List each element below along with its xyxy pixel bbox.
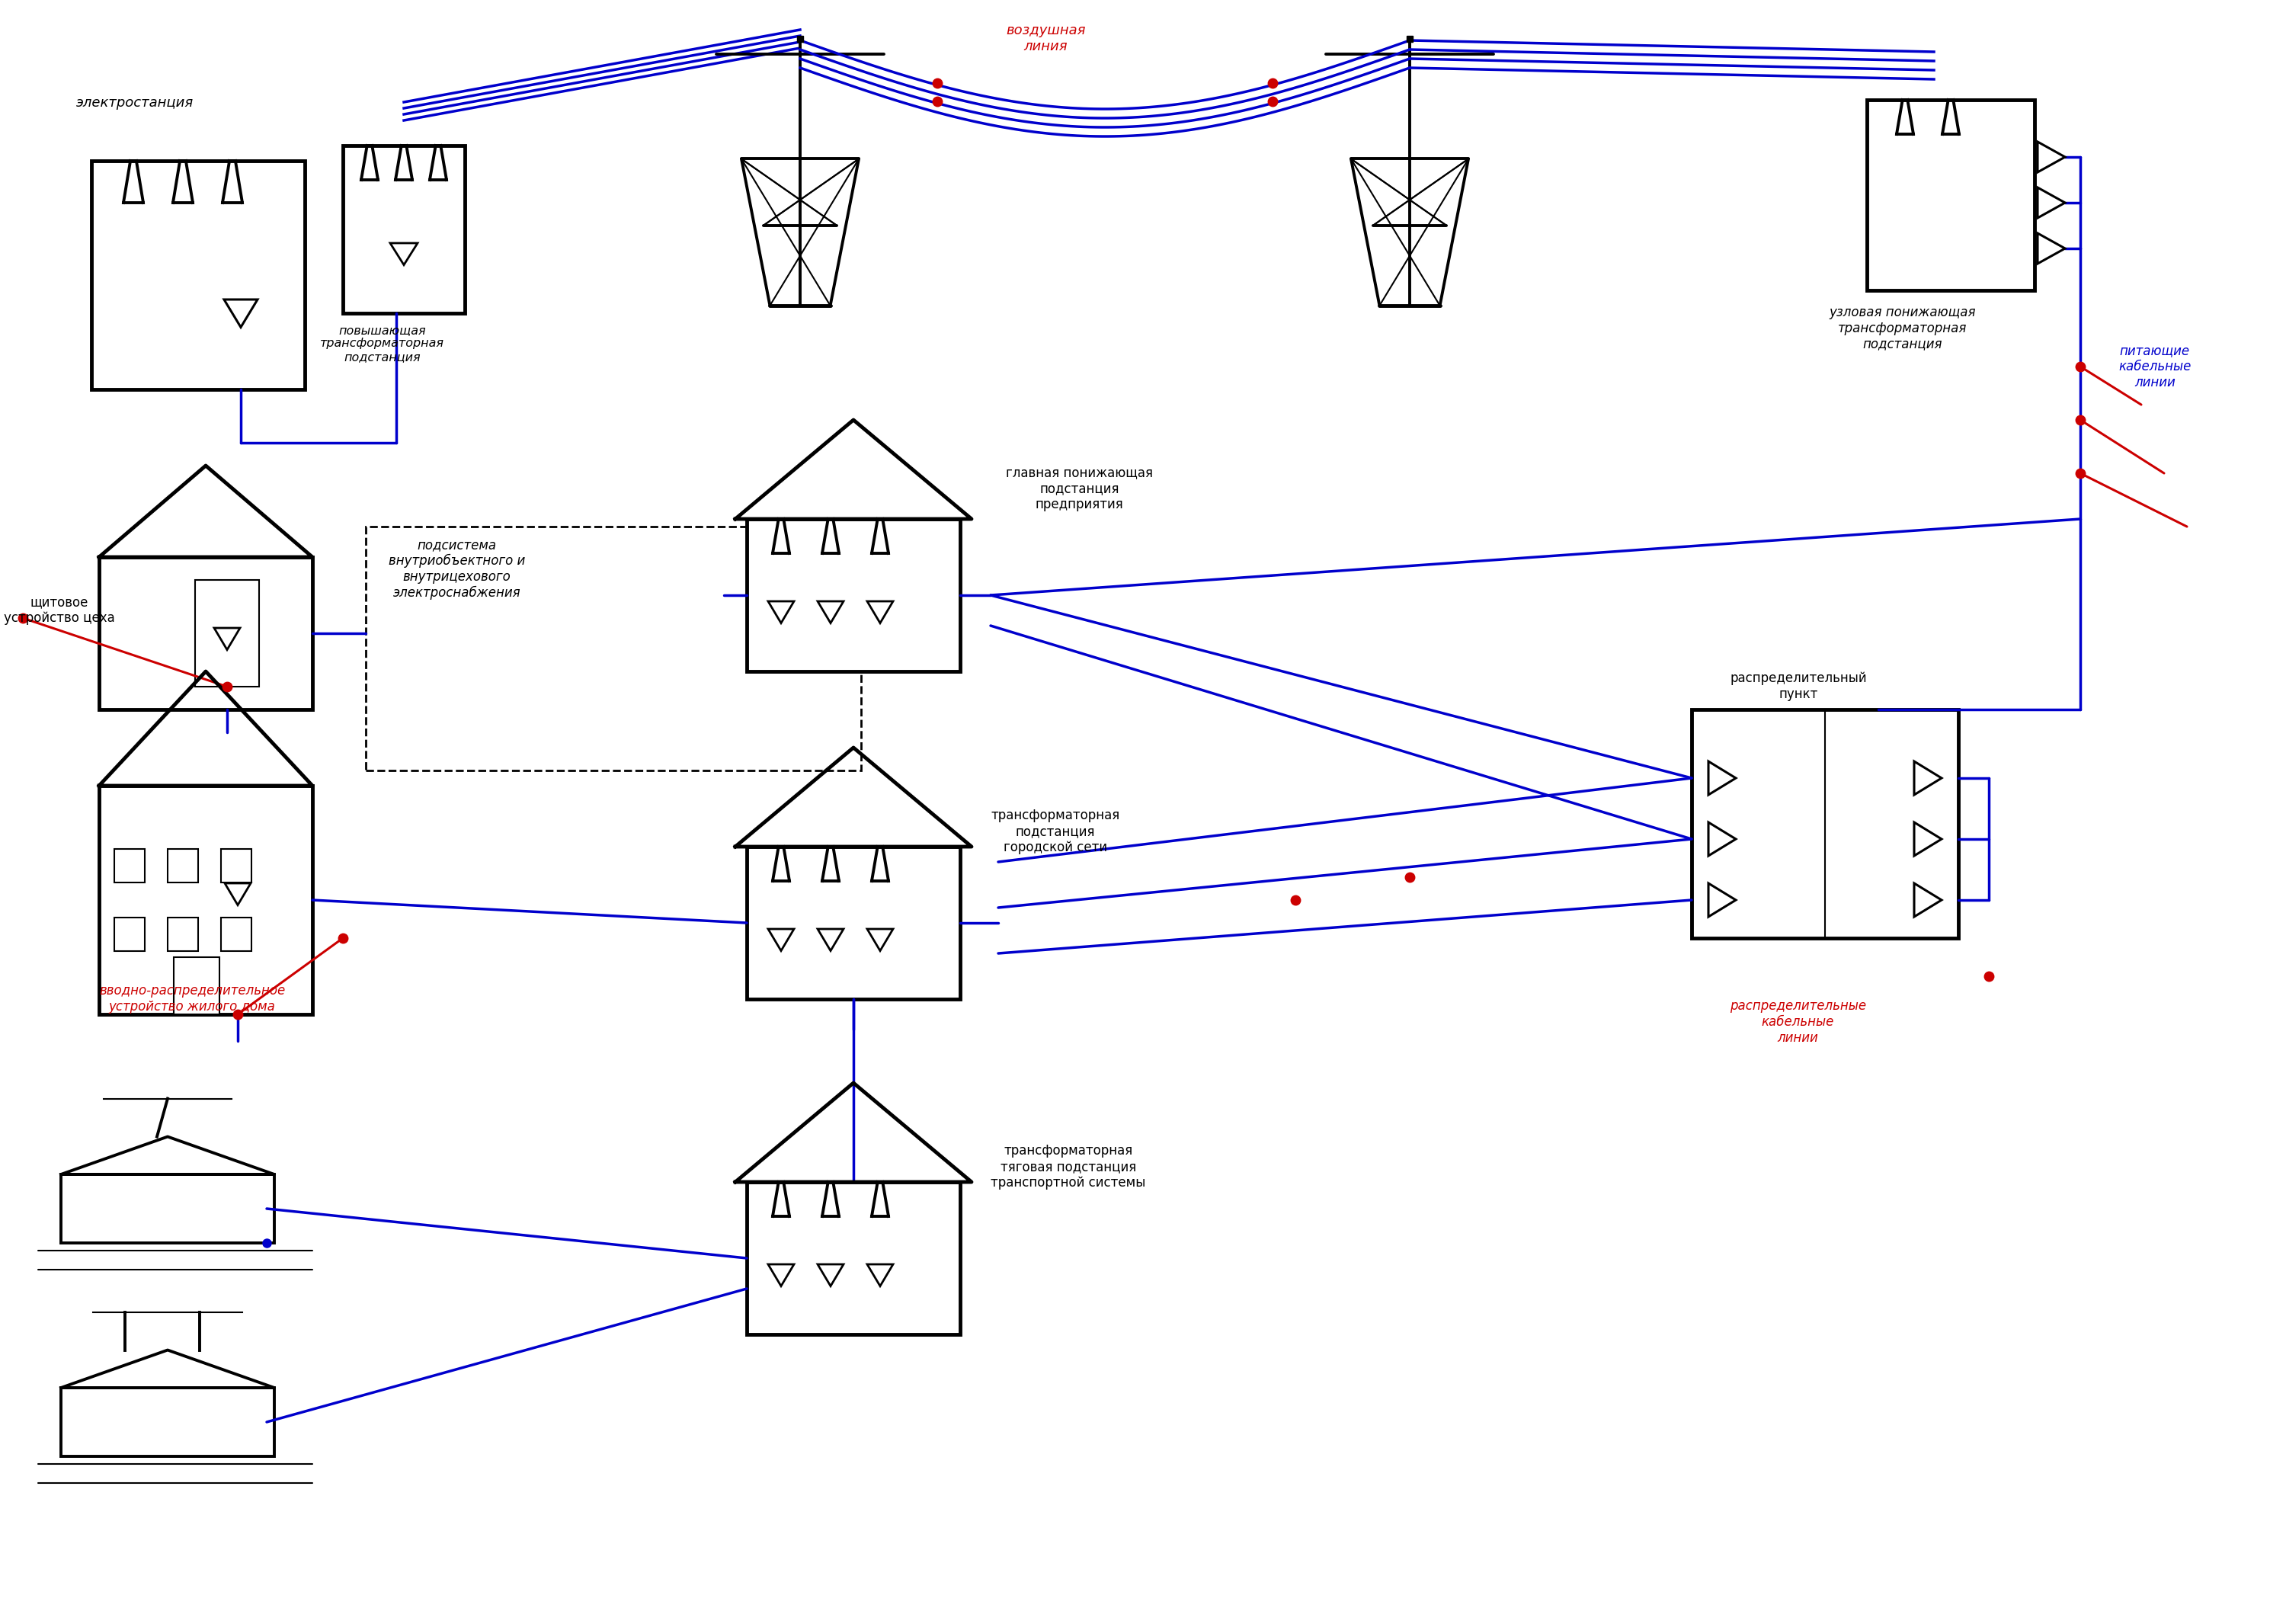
Bar xyxy=(343,146,464,313)
Bar xyxy=(1868,99,2035,291)
Text: распределительные
кабельные
линии: распределительные кабельные линии xyxy=(1731,999,1865,1044)
Text: питающие
кабельные
линии: питающие кабельные линии xyxy=(2119,344,2190,390)
Text: главная понижающая
подстанция
предприятия: главная понижающая подстанция предприяти… xyxy=(1006,466,1152,512)
Bar xyxy=(194,580,258,687)
Bar xyxy=(222,849,251,882)
Bar xyxy=(114,849,144,882)
Bar xyxy=(98,786,313,1015)
Bar xyxy=(366,526,862,770)
Bar xyxy=(1692,710,1959,939)
Text: узловая понижающая
трансформаторная
подстанция: узловая понижающая трансформаторная подс… xyxy=(1829,305,1975,351)
Text: электростанция: электростанция xyxy=(75,96,194,110)
Bar xyxy=(748,520,960,671)
Text: щитовое
устройство цеха: щитовое устройство цеха xyxy=(5,594,114,625)
Bar xyxy=(167,918,199,952)
Bar xyxy=(222,918,251,952)
Text: воздушная
линия: воздушная линия xyxy=(1006,24,1086,54)
Text: вводно-распределительное
устройство жилого дома: вводно-распределительное устройство жило… xyxy=(98,984,286,1013)
Bar xyxy=(748,1182,960,1335)
Bar xyxy=(91,161,304,390)
Text: подсистема
внутриобъектного и
внутрицехового
электроснабжения: подсистема внутриобъектного и внутрицехо… xyxy=(389,538,526,599)
Text: трансформаторная
тяговая подстанция
транспортной системы: трансформаторная тяговая подстанция тран… xyxy=(990,1143,1145,1189)
Bar xyxy=(62,1389,274,1457)
Bar xyxy=(62,1174,274,1242)
Text: распределительный
пункт: распределительный пункт xyxy=(1731,671,1868,702)
Bar xyxy=(748,846,960,999)
Bar xyxy=(174,957,219,1015)
Bar xyxy=(98,557,313,710)
Text: повышающая
трансформаторная
подстанция: повышающая трансформаторная подстанция xyxy=(320,325,443,362)
Text: трансформаторная
подстанция
городской сети: трансформаторная подстанция городской се… xyxy=(990,809,1120,854)
Bar xyxy=(167,849,199,882)
Bar xyxy=(114,918,144,952)
